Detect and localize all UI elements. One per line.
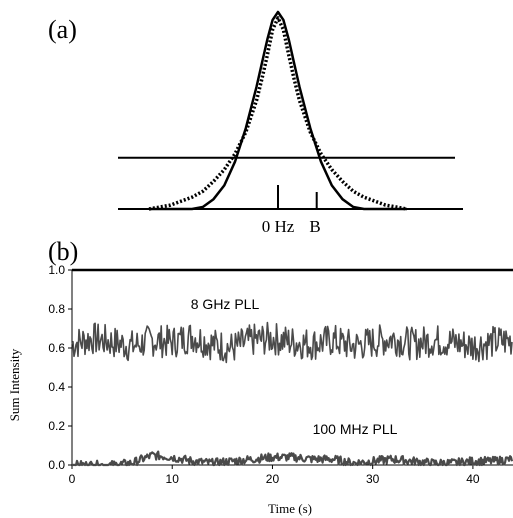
y-tick-label: 0.2 [48,419,65,433]
y-tick-label: 0.4 [48,380,65,394]
x-axis-title: Time (s) [268,501,312,516]
series-label-100mhz: 100 MHz PLL [313,421,398,437]
x-tick-label: 0 [69,472,76,486]
y-tick-label: 1.0 [48,263,65,277]
series-label-8ghz: 8 GHz PLL [191,296,260,312]
x-tick-label: 10 [166,472,180,486]
y-tick-label: 0.8 [48,302,65,316]
panel-b-plot: 0.0 0.2 0.4 0.6 0.8 1.0 0 10 20 30 40 [48,263,513,486]
panel-a-label: (a) [48,15,77,44]
panel-b-label: (b) [48,237,78,266]
marker-label-b: B [309,217,320,236]
x-tick-label: 30 [366,472,380,486]
panel-a-curve-dotted [148,16,408,211]
panel-a-curve-solid [149,10,407,211]
x-tick-label: 40 [466,472,480,486]
series-trace-8ghz [71,321,513,364]
y-tick-label: 0.0 [48,458,65,472]
y-axis-title: Sum Intensity [7,348,22,421]
series-trace-100mhz [71,450,513,467]
panel-a-plot [118,10,463,211]
marker-label-zero: 0 Hz [262,217,295,236]
y-tick-label: 0.6 [48,341,65,355]
x-tick-label: 20 [266,472,280,486]
